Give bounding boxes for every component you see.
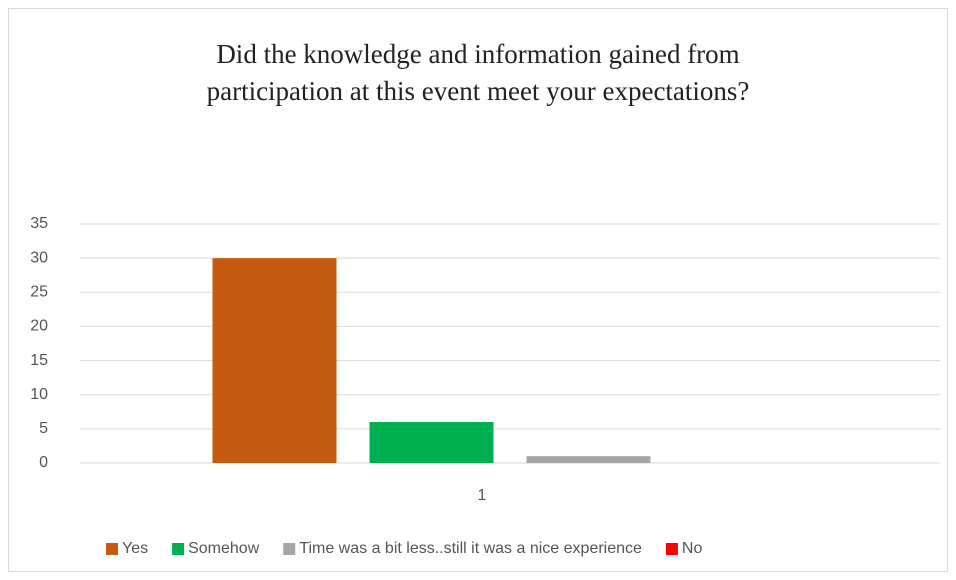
legend-swatch bbox=[665, 543, 678, 555]
bar bbox=[212, 258, 337, 463]
y-tick-label: 15 bbox=[30, 352, 48, 369]
y-tick-label: 0 bbox=[39, 454, 48, 471]
y-tick-label: 5 bbox=[39, 420, 48, 437]
y-tick-label: 10 bbox=[30, 386, 48, 403]
legend-swatch bbox=[283, 543, 296, 555]
chart-title: Did the knowledge and information gained… bbox=[206, 39, 750, 106]
bar bbox=[369, 422, 494, 463]
legend-label: Time was a bit less..still it was a nice… bbox=[299, 540, 642, 557]
legend-label: Yes bbox=[122, 540, 148, 557]
y-tick-label: 30 bbox=[30, 249, 48, 266]
y-tick-label: 25 bbox=[30, 284, 48, 301]
y-tick-label: 35 bbox=[30, 215, 48, 232]
x-tick-label: 1 bbox=[478, 487, 487, 504]
y-tick-label: 20 bbox=[30, 318, 48, 335]
legend-swatch bbox=[106, 543, 118, 555]
legend-label: Somehow bbox=[188, 540, 260, 557]
legend-swatch bbox=[172, 543, 185, 555]
chart-frame bbox=[8, 8, 948, 572]
bar bbox=[526, 456, 651, 463]
legend-label: No bbox=[682, 540, 703, 557]
